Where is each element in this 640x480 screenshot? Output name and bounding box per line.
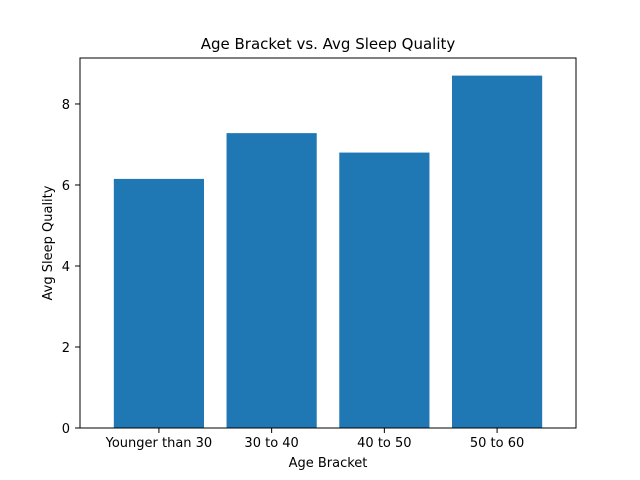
y-tick-label: 8	[62, 98, 70, 113]
bar	[113, 178, 204, 428]
x-tick-label: Younger than 30	[105, 436, 213, 451]
chart-title: Age Bracket vs. Avg Sleep Quality	[201, 35, 456, 53]
x-axis-ticks: Younger than 30 30 to 40 40 to 50 50 to 60	[105, 428, 524, 451]
x-tick-label: 30 to 40	[244, 436, 298, 451]
x-tick-label: 50 to 60	[470, 436, 524, 451]
bars-layer	[113, 75, 543, 428]
y-tick-label: 6	[62, 179, 70, 194]
y-axis-label: Avg Sleep Quality	[41, 185, 56, 300]
y-tick-label: 2	[62, 341, 70, 356]
x-axis-label: Age Bracket	[289, 456, 368, 471]
y-axis-ticks: 0 2 4 6 8	[62, 98, 80, 437]
y-tick-label: 4	[62, 260, 70, 275]
x-tick-label: 40 to 50	[357, 436, 411, 451]
y-tick-label: 0	[62, 422, 70, 437]
bar	[452, 75, 543, 428]
bar	[339, 152, 430, 428]
plot-frame	[79, 57, 577, 429]
bar	[226, 133, 317, 428]
